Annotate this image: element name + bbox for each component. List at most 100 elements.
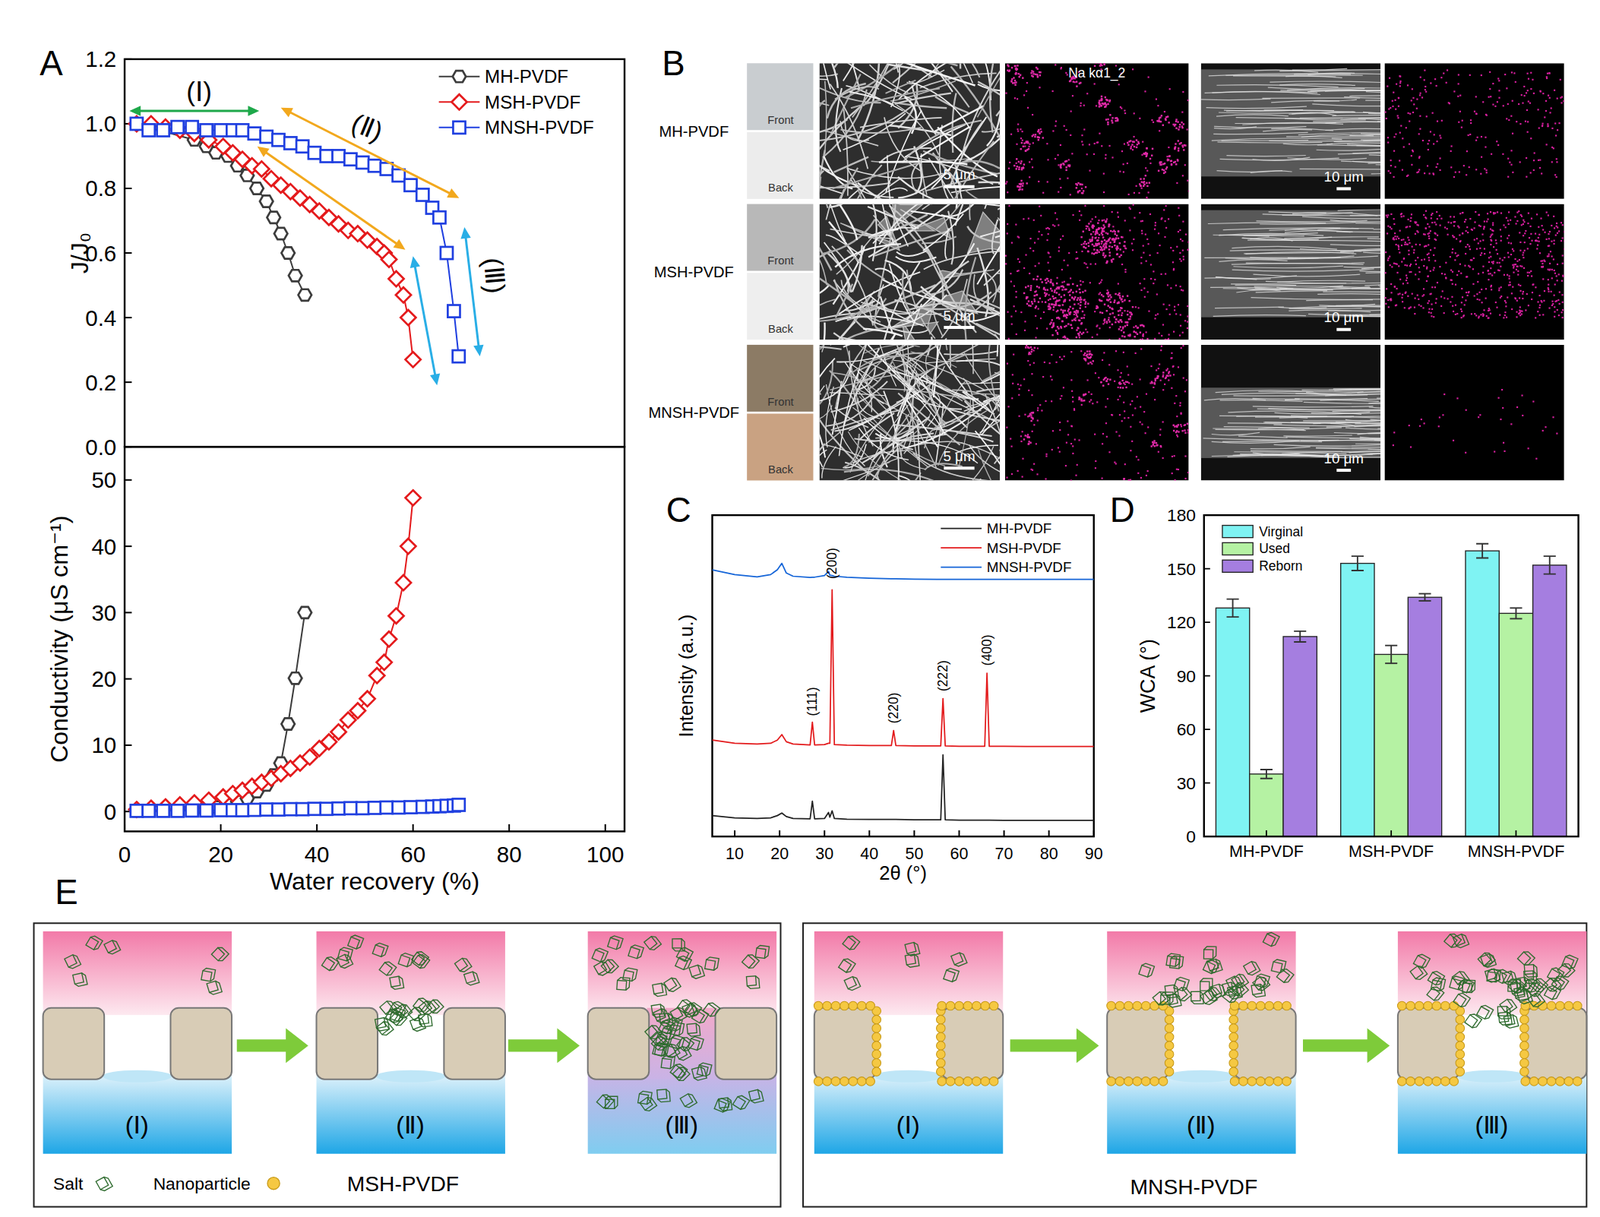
eds-dot bbox=[1458, 170, 1461, 173]
eds-dot bbox=[1434, 78, 1436, 80]
eds-dot bbox=[1013, 82, 1016, 84]
eds-dot bbox=[1098, 63, 1101, 64]
eds-dot bbox=[1119, 170, 1121, 173]
eds-dot bbox=[1040, 281, 1043, 283]
sem-fiber bbox=[830, 228, 892, 238]
eds-dot bbox=[1147, 191, 1150, 193]
marker bbox=[369, 667, 385, 684]
eds-dot bbox=[1033, 290, 1036, 293]
eds-dot bbox=[1038, 132, 1041, 134]
sem-fiber bbox=[840, 127, 921, 133]
x-tick bbox=[1515, 830, 1518, 837]
eds-dot bbox=[1170, 163, 1173, 165]
eds-dot bbox=[1524, 120, 1527, 123]
eds-dot bbox=[1142, 333, 1145, 336]
eds-dot bbox=[1079, 183, 1082, 185]
sem-fiber bbox=[834, 243, 902, 268]
eds-dot bbox=[1525, 176, 1528, 178]
eds-dot bbox=[1035, 294, 1038, 296]
eds-dot bbox=[1043, 311, 1045, 314]
eds-dot bbox=[1069, 193, 1072, 196]
bar bbox=[1340, 563, 1375, 838]
eds-dot bbox=[1033, 241, 1036, 244]
arrow-head bbox=[460, 227, 471, 239]
eds-dot bbox=[1081, 310, 1084, 313]
photo-label: Front bbox=[767, 113, 794, 127]
eds-dot bbox=[1068, 80, 1071, 83]
eds-dot bbox=[1482, 101, 1484, 103]
eds-dot bbox=[1177, 128, 1180, 130]
eds-dot bbox=[1084, 300, 1087, 303]
eds-dot bbox=[1141, 232, 1143, 234]
eds-dot bbox=[1177, 147, 1180, 149]
eds-dot bbox=[1009, 272, 1012, 275]
eds-dot bbox=[1394, 166, 1397, 168]
eds-dot bbox=[1179, 229, 1181, 231]
eds-dot bbox=[1541, 124, 1544, 127]
eds-dot bbox=[1526, 109, 1528, 111]
arrow-head bbox=[430, 373, 440, 386]
eds-dot bbox=[1181, 111, 1183, 114]
eds-dot bbox=[1101, 233, 1104, 236]
sem-fiber bbox=[882, 204, 909, 247]
eds-dot bbox=[1546, 125, 1549, 127]
eds-dot bbox=[1042, 192, 1044, 194]
eds-dot bbox=[1150, 263, 1152, 266]
bar bbox=[1374, 654, 1408, 837]
error-cap bbox=[1476, 543, 1489, 545]
eds-dot bbox=[1068, 299, 1071, 301]
eds-dot bbox=[1081, 183, 1083, 186]
eds-dot bbox=[1401, 137, 1404, 140]
eds-dot bbox=[1540, 172, 1543, 174]
sem-fiber bbox=[839, 204, 857, 241]
eds-dot bbox=[1052, 284, 1054, 286]
eds-dot bbox=[1182, 174, 1184, 177]
eds-dot bbox=[1087, 250, 1089, 253]
eds-dot bbox=[1423, 69, 1426, 72]
sem-fiber bbox=[977, 81, 1000, 147]
eds-dot bbox=[1023, 267, 1025, 269]
eds-dot bbox=[1068, 290, 1071, 292]
eds-dot bbox=[1096, 333, 1098, 336]
eds-dot bbox=[1505, 117, 1508, 120]
eds-dot bbox=[1097, 237, 1100, 239]
photo bbox=[746, 204, 813, 272]
eds-dot bbox=[1157, 119, 1160, 121]
eds-dot bbox=[1056, 291, 1058, 294]
eds-dot bbox=[1045, 293, 1047, 295]
eds-dot bbox=[1057, 164, 1060, 166]
eds-dot bbox=[1103, 219, 1105, 222]
eds-dot bbox=[1118, 83, 1120, 86]
eds-dot bbox=[1186, 128, 1189, 130]
eds-dot bbox=[1173, 306, 1176, 308]
eds-dot bbox=[1168, 304, 1170, 307]
eds-dot bbox=[1056, 299, 1058, 301]
eds-dot bbox=[1432, 112, 1434, 114]
eds-dot bbox=[1424, 85, 1427, 88]
eds-dot bbox=[1086, 92, 1088, 95]
eds-dot bbox=[1174, 145, 1177, 148]
eds-dot bbox=[1037, 275, 1039, 278]
eds-dot bbox=[1498, 97, 1500, 99]
eds-dot bbox=[1408, 120, 1411, 123]
eds-dot bbox=[1392, 176, 1395, 178]
cs-streak bbox=[1206, 106, 1307, 109]
eds-dot bbox=[1017, 72, 1019, 75]
eds-dot bbox=[1450, 166, 1452, 168]
eds-dot bbox=[1132, 140, 1134, 143]
x-tick bbox=[508, 824, 510, 832]
eds-dot bbox=[1433, 133, 1436, 136]
eds-dot bbox=[1064, 298, 1066, 301]
x-tick-label: 90 bbox=[1084, 844, 1104, 864]
error-cap bbox=[1418, 600, 1431, 602]
eds-dot bbox=[1024, 253, 1027, 256]
cs-streak bbox=[1217, 142, 1322, 143]
marker bbox=[296, 140, 309, 153]
eds-dot bbox=[1486, 114, 1488, 117]
annotation: (Ⅱ) bbox=[347, 107, 387, 147]
eds-dot bbox=[1022, 145, 1025, 148]
eds-dot bbox=[1095, 305, 1098, 307]
legend-label: MSH-PVDF bbox=[484, 91, 581, 113]
eds-dot bbox=[1080, 284, 1082, 286]
eds-dot bbox=[1105, 221, 1107, 223]
